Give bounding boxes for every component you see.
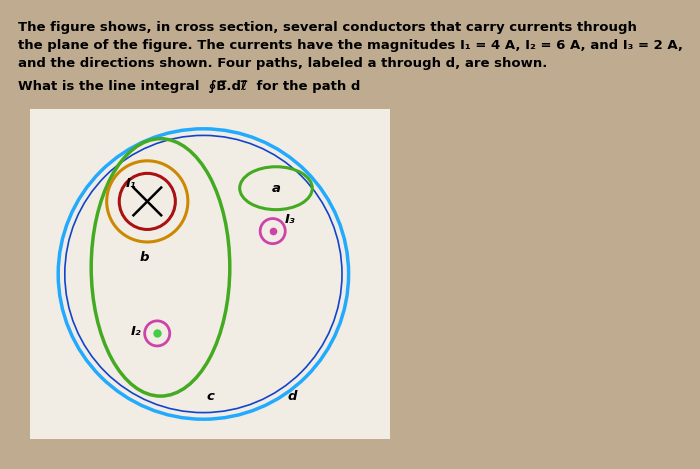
Text: and the directions shown. Four paths, labeled a through d, are shown.: and the directions shown. Four paths, la… bbox=[18, 57, 547, 70]
Text: What is the line integral  ∮B̅.dℓ̅  for the path d: What is the line integral ∮B̅.dℓ̅ for th… bbox=[18, 80, 360, 93]
Text: c: c bbox=[206, 390, 214, 402]
Text: I₂: I₂ bbox=[131, 325, 141, 338]
Text: I₃: I₃ bbox=[284, 213, 295, 226]
Text: d: d bbox=[288, 390, 298, 402]
Text: a: a bbox=[272, 182, 281, 195]
Text: I₁: I₁ bbox=[126, 177, 136, 190]
Text: The figure shows, in cross section, several conductors that carry currents throu: The figure shows, in cross section, seve… bbox=[18, 21, 637, 34]
Text: b: b bbox=[139, 251, 148, 264]
Text: the plane of the figure. The currents have the magnitudes I₁ = 4 A, I₂ = 6 A, an: the plane of the figure. The currents ha… bbox=[18, 39, 683, 52]
FancyBboxPatch shape bbox=[30, 109, 390, 439]
